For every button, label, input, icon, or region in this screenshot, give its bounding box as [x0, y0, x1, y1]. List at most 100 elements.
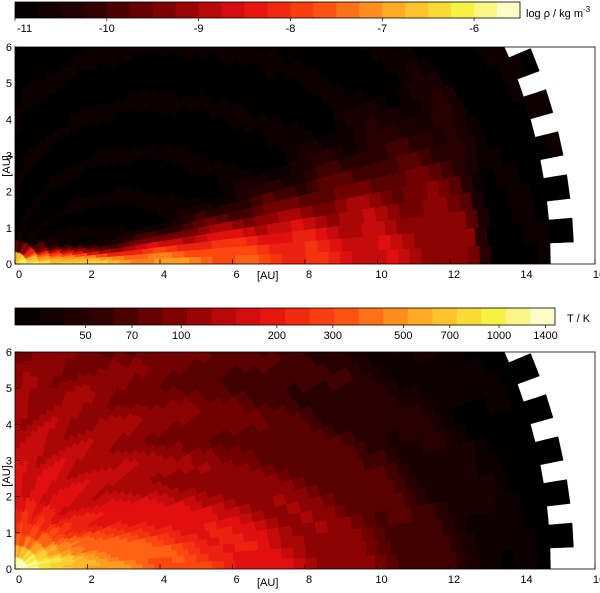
heatmap-cell: [522, 220, 538, 245]
heatmap-cell: [104, 280, 120, 296]
y-tick-label: 4: [6, 419, 12, 431]
heatmap-cell: [474, 529, 489, 552]
heatmap-cell: [425, 533, 441, 554]
heatmap-cell: [96, 267, 112, 283]
heatmap-cell: [480, 276, 503, 303]
heatmap-cell: [32, 352, 41, 353]
heatmap-cell: [15, 190, 19, 204]
heatmap-cell: [139, 30, 155, 46]
heatmap-cell: [479, 20, 501, 46]
heatmap-cell: [93, 278, 109, 294]
heatmap-cell: [244, 352, 264, 366]
heatmap-cell: [15, 117, 21, 132]
heatmap-cell: [41, 326, 53, 340]
heatmap-cell: [22, 352, 33, 362]
temperature-plot: 02468101214160123456 [AU] [AU]: [1, 26, 600, 589]
heatmap-cell: [211, 352, 230, 365]
temperature-colorbar: 50 70 100 200 300 500 700 1000 1400 T / K: [14, 307, 591, 342]
colorbar-swatch: [432, 308, 458, 325]
colorbar-swatch: [530, 308, 556, 325]
heatmap-cell: [498, 222, 514, 246]
heatmap-cell: [330, 268, 352, 290]
heatmap-cell: [58, 281, 72, 296]
heatmap-cell: [534, 219, 550, 244]
heatmap-cell: [32, 327, 43, 341]
x-tick-label: 8: [306, 269, 312, 281]
heatmap-cell: [363, 553, 377, 569]
heatmap-cell: [397, 22, 418, 45]
temperature-axes: 02468101214160123456: [6, 347, 600, 586]
temperature-xlabel: [AU]: [257, 577, 278, 589]
heatmap-cell: [130, 277, 147, 294]
heatmap-cell: [50, 329, 62, 343]
heatmap-cell: [40, 33, 51, 47]
colorbar-tick-label: -9: [194, 23, 204, 35]
heatmap-cell: [15, 422, 21, 437]
heatmap-cell: [337, 284, 359, 307]
density-colorbar-label: log ρ / kg m-3: [526, 5, 591, 20]
x-tick-label: 6: [233, 574, 239, 586]
x-tick-label: 16: [593, 574, 600, 586]
colorbar-tick-label: -11: [17, 23, 32, 35]
heatmap-cell: [546, 218, 562, 244]
heatmap-cell: [170, 352, 187, 361]
heatmap-cell: [79, 286, 94, 302]
heatmap-cell: [361, 287, 383, 310]
heatmap-cell: [15, 374, 23, 388]
heatmap-cell: [479, 243, 493, 264]
heatmap-cell: [553, 479, 571, 506]
x-tick-label: 8: [306, 574, 312, 586]
heatmap-cell: [351, 248, 365, 264]
heatmap-cell: [246, 23, 265, 42]
heatmap-cell: [386, 247, 400, 264]
heatmap-cell: [71, 272, 86, 287]
heatmap-cell: [125, 47, 127, 48]
density-colorbar-swatches: [15, 2, 521, 18]
heatmap-cell: [456, 549, 470, 569]
heatmap-cell: [56, 352, 68, 355]
colorbar-swatch: [497, 2, 521, 18]
heatmap-cell: [533, 394, 554, 422]
heatmap-cell: [179, 264, 198, 282]
colorbar-swatch: [175, 2, 200, 18]
heatmap-cell: [409, 551, 423, 569]
heatmap-cell: [289, 0, 310, 1]
colorbar-tick-label: -10: [99, 23, 115, 35]
heatmap-cell: [537, 240, 551, 264]
heatmap-cell: [389, 47, 410, 70]
heatmap-cell: [107, 333, 122, 349]
heatmap-cell: [490, 547, 505, 569]
heatmap-cell: [21, 54, 32, 68]
heatmap-cell: [448, 47, 468, 62]
heatmap-cell: [338, 20, 359, 42]
y-tick-label: 2: [6, 187, 12, 199]
y-tick-label: 1: [6, 528, 12, 540]
colorbar-swatch: [211, 308, 237, 325]
heatmap-cell: [358, 352, 371, 358]
heatmap-cell: [469, 282, 492, 309]
heatmap-cell: [140, 26, 166, 44]
heatmap-cell: [525, 241, 540, 264]
heatmap-cell: [15, 495, 19, 509]
heatmap-cell: [154, 330, 171, 347]
heatmap-cell: [498, 527, 514, 551]
colorbar-swatch: [383, 308, 409, 325]
heatmap-cell: [14, 33, 24, 46]
heatmap-cell: [15, 142, 21, 156]
heatmap-cell: [302, 352, 315, 358]
y-tick-label: 6: [6, 42, 12, 54]
heatmap-cell: [287, 352, 308, 365]
heatmap-cell: [170, 47, 174, 49]
heatmap-cell: [490, 352, 511, 370]
heatmap-cell: [227, 329, 246, 347]
density-colorbar-frame: [14, 1, 521, 19]
x-tick-label: 14: [520, 269, 532, 281]
heatmap-cell: [230, 285, 250, 304]
heatmap-cell: [145, 20, 162, 37]
heatmap-cell: [155, 47, 173, 58]
heatmap-cell: [15, 93, 22, 107]
heatmap-cell: [262, 26, 281, 45]
heatmap-cell: [275, 352, 292, 360]
heatmap-cell: [169, 22, 186, 39]
heatmap-cell: [478, 352, 500, 374]
